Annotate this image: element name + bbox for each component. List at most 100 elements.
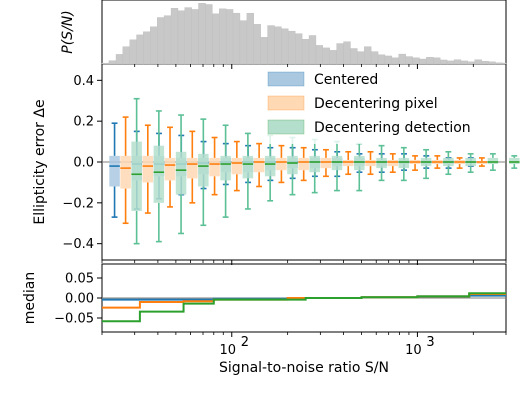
histogram-bar <box>150 26 158 65</box>
histogram-bar <box>370 51 379 65</box>
histogram-bar <box>294 33 303 65</box>
box-plot <box>309 138 320 194</box>
x-tick-label: 10 <box>405 343 422 358</box>
histogram-bar <box>198 3 206 65</box>
box-body <box>153 145 165 203</box>
box-plot <box>220 124 231 218</box>
box-plot <box>331 140 343 192</box>
box-body <box>175 151 187 195</box>
box-body <box>264 155 276 177</box>
box-body <box>342 159 354 167</box>
histogram-bar <box>384 55 393 65</box>
ellipticity-ylabel: Ellipticity error Δe <box>32 99 48 224</box>
x-axis-label: Signal-to-noise ratio S/N <box>219 360 389 376</box>
histogram-bar <box>377 54 386 65</box>
box-body <box>287 155 298 175</box>
histogram-bar <box>453 59 462 65</box>
box-plot <box>342 150 354 176</box>
box-body <box>131 141 142 211</box>
histogram-bar <box>405 56 413 65</box>
box-body <box>209 157 220 177</box>
x-tick-exponent: 2 <box>241 335 249 350</box>
box-body <box>231 157 243 175</box>
histogram-bar <box>177 10 185 65</box>
histogram-bar <box>495 62 503 65</box>
median-step-lines <box>102 292 506 323</box>
histogram-bar <box>433 57 441 65</box>
histogram-bar <box>502 62 507 65</box>
box-plot <box>376 144 387 182</box>
box-plot <box>198 118 209 227</box>
histogram-bar <box>288 30 296 65</box>
histogram-bar <box>170 7 179 65</box>
box-plot <box>253 142 265 188</box>
y-tick-label: −0.4 <box>62 237 94 252</box>
box-plot <box>276 144 287 184</box>
box-body <box>365 159 376 167</box>
legend: Centered Decentering pixel Decentering det… <box>262 70 502 144</box>
histogram-bar <box>329 50 337 65</box>
legend-swatch <box>267 71 305 87</box>
box-body <box>398 157 410 169</box>
y-tick-label: −0.05 <box>54 312 94 327</box>
box-plot <box>287 136 298 196</box>
histogram-bar <box>412 57 420 65</box>
histogram-bar <box>239 20 248 65</box>
histogram-bar <box>488 61 496 65</box>
median-ylabel: median <box>22 272 38 324</box>
box-body <box>387 159 399 167</box>
box-plot <box>264 134 276 202</box>
box-plot <box>476 157 488 167</box>
histogram-bar <box>225 9 234 65</box>
histogram-bar <box>122 46 130 65</box>
histogram-bar <box>267 25 275 65</box>
histogram-bar <box>322 47 330 65</box>
histogram-bar <box>440 59 448 65</box>
histogram-bar <box>184 7 192 65</box>
box-plot <box>175 114 187 235</box>
box-plot <box>231 140 243 192</box>
histogram-bar <box>426 56 434 65</box>
histogram-bar <box>143 31 151 65</box>
histogram-bars <box>101 3 507 65</box>
box-body <box>487 157 499 165</box>
box-body <box>253 157 265 173</box>
histogram-ylabel: P(S/N) <box>60 10 76 53</box>
y-tick-label: −0.2 <box>62 196 94 211</box>
box-plot <box>509 155 520 169</box>
histogram-bar <box>232 12 241 65</box>
box-plots <box>102 97 520 245</box>
box-body <box>198 153 209 187</box>
box-plot <box>109 122 120 218</box>
box-body <box>376 157 387 169</box>
y-tick-label: 0.4 <box>73 74 94 89</box>
box-plot <box>398 146 410 182</box>
histogram-bar <box>343 41 351 65</box>
histogram-bar <box>391 57 399 65</box>
histogram-bar <box>336 43 344 65</box>
y-tick-label: 0.2 <box>73 115 94 130</box>
histogram-bar <box>357 51 365 65</box>
y-tick-label: 0.00 <box>65 292 94 307</box>
histogram-bar <box>253 24 261 65</box>
legend-label: Decentering detection <box>314 120 471 136</box>
histogram-bar <box>108 60 117 65</box>
histogram-bar <box>315 45 324 65</box>
box-body <box>120 155 131 189</box>
box-plot <box>465 153 476 174</box>
box-body <box>164 157 176 181</box>
box-plot <box>320 148 332 178</box>
histogram-bar <box>350 48 358 65</box>
x-tick-label: 10 <box>219 343 236 358</box>
histogram-bar <box>301 39 310 65</box>
histogram-bar <box>274 26 282 65</box>
legend-swatch <box>267 95 305 111</box>
histogram-bar <box>219 8 227 65</box>
histogram-bar <box>115 54 124 65</box>
box-plot <box>242 132 254 210</box>
box-body <box>187 157 198 179</box>
axis-ticks: 10 2 10 3 0.4 0.2 0.0 −0.2 −0.4 0.05 0.00 −0.05 <box>54 64 507 358</box>
box-plot <box>131 97 142 245</box>
box-body <box>309 155 320 173</box>
